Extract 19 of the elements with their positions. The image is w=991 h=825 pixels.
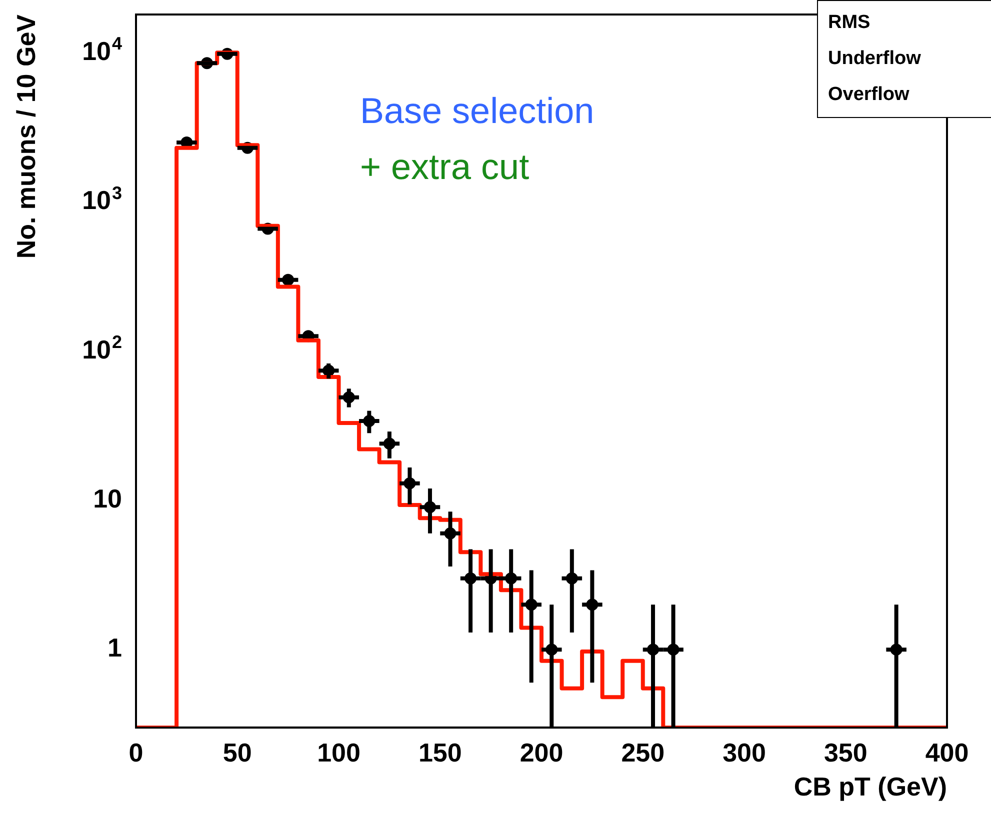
x-axis-title: CB pT (GeV) — [794, 772, 947, 802]
x-tick-label: 300 — [722, 737, 766, 768]
x-tick-label: 200 — [520, 737, 564, 768]
annotation: Overflow — [828, 83, 910, 107]
y-tick-label: 1 — [108, 632, 122, 663]
x-tick-label: 250 — [621, 737, 665, 768]
annotation: Underflow — [828, 47, 922, 71]
y-tick-label: 10 — [93, 483, 122, 514]
annotation: + extra cut — [360, 146, 530, 187]
x-tick-label: 50 — [222, 737, 252, 768]
stats-box: RMS Underflow Overflow — [817, 0, 991, 118]
y-axis-title: No. muons / 10 GeV — [10, 14, 41, 259]
x-tick-label: 400 — [925, 737, 969, 768]
x-tick-label: 100 — [317, 737, 360, 768]
x-tick-label: 0 — [128, 737, 144, 768]
annotation: Base selection — [360, 90, 594, 131]
x-tick-label: 350 — [824, 737, 868, 768]
annotation: RMS — [828, 11, 872, 35]
x-tick-label: 150 — [418, 737, 462, 768]
